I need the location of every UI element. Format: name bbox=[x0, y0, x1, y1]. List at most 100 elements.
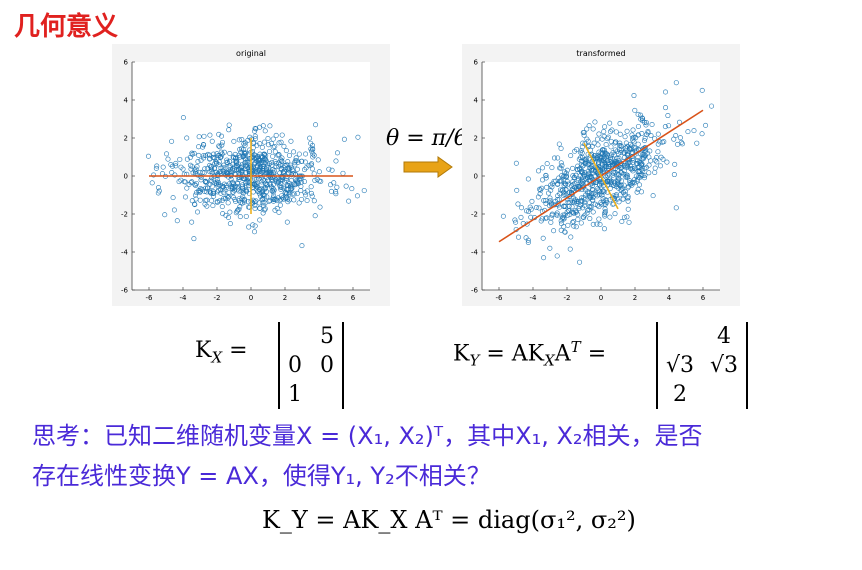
data-point bbox=[631, 93, 637, 99]
data-point bbox=[218, 168, 224, 174]
data-point bbox=[278, 186, 284, 192]
data-point bbox=[208, 190, 214, 196]
data-point bbox=[624, 214, 630, 220]
data-point bbox=[273, 132, 279, 138]
data-point bbox=[297, 177, 303, 183]
data-point bbox=[558, 145, 564, 151]
data-point bbox=[581, 129, 587, 135]
y-tick-label: 0 bbox=[124, 173, 128, 181]
data-point bbox=[569, 204, 575, 210]
data-point bbox=[216, 143, 222, 149]
data-point bbox=[643, 120, 649, 126]
data-point bbox=[655, 131, 661, 137]
data-point bbox=[619, 219, 625, 225]
data-point bbox=[500, 213, 506, 219]
data-point bbox=[310, 154, 316, 160]
data-point bbox=[307, 135, 313, 141]
data-point bbox=[308, 140, 314, 146]
transformed-chart: transformed -6 -4 -2 0 2 4 6 6 4 2 0 -2 -4 -6 bbox=[462, 44, 740, 306]
data-point bbox=[198, 177, 204, 183]
data-point bbox=[589, 187, 595, 193]
ky-matrix: 4 √3 √3 2 bbox=[656, 322, 749, 409]
data-point bbox=[573, 208, 579, 214]
rotation-label: θ = π/6 bbox=[386, 126, 468, 151]
data-point bbox=[549, 184, 555, 190]
data-point bbox=[261, 195, 267, 201]
data-point bbox=[642, 166, 648, 172]
data-point bbox=[204, 180, 210, 186]
data-point bbox=[577, 198, 583, 204]
data-point bbox=[334, 150, 340, 156]
data-point bbox=[592, 201, 598, 207]
data-point bbox=[564, 167, 570, 173]
data-point bbox=[200, 153, 206, 159]
data-point bbox=[165, 156, 171, 162]
data-point bbox=[291, 149, 297, 155]
data-point bbox=[571, 195, 577, 201]
data-point bbox=[195, 188, 201, 194]
data-point bbox=[631, 134, 637, 140]
data-point bbox=[171, 207, 177, 213]
data-point bbox=[196, 144, 202, 150]
data-point bbox=[233, 198, 239, 204]
data-point bbox=[173, 160, 179, 166]
data-point bbox=[600, 162, 606, 168]
data-point bbox=[308, 146, 314, 152]
data-point bbox=[562, 212, 568, 218]
data-point bbox=[577, 259, 583, 265]
data-point bbox=[579, 144, 585, 150]
data-point bbox=[270, 195, 276, 201]
data-point bbox=[209, 198, 215, 204]
data-point bbox=[232, 164, 238, 170]
data-point bbox=[227, 221, 233, 227]
data-point bbox=[304, 198, 310, 204]
data-point bbox=[333, 158, 339, 164]
data-point bbox=[213, 181, 219, 187]
data-point bbox=[241, 188, 247, 194]
data-point bbox=[580, 214, 586, 220]
data-point bbox=[229, 186, 235, 192]
data-point bbox=[262, 206, 268, 212]
data-point bbox=[211, 155, 217, 161]
data-point bbox=[595, 142, 601, 148]
data-point bbox=[601, 226, 607, 232]
data-point bbox=[626, 145, 632, 151]
data-point bbox=[229, 179, 235, 185]
data-point bbox=[155, 190, 161, 196]
data-point bbox=[302, 159, 308, 165]
data-point bbox=[291, 191, 297, 197]
data-point bbox=[614, 171, 620, 177]
data-point bbox=[555, 155, 561, 161]
data-point bbox=[673, 80, 679, 86]
data-point bbox=[260, 154, 266, 160]
data-point bbox=[201, 170, 207, 176]
data-point bbox=[559, 173, 565, 179]
data-point bbox=[317, 204, 323, 210]
data-point bbox=[343, 183, 349, 189]
data-point bbox=[646, 170, 652, 176]
data-point bbox=[587, 216, 593, 222]
data-point bbox=[547, 198, 553, 204]
data-point bbox=[616, 199, 622, 205]
data-point bbox=[599, 192, 605, 198]
data-point bbox=[310, 146, 316, 152]
data-point bbox=[544, 161, 550, 167]
data-point bbox=[257, 205, 263, 211]
data-point bbox=[583, 161, 589, 167]
chart-title: transformed bbox=[576, 49, 625, 58]
x-tick-label: -2 bbox=[564, 294, 571, 302]
data-point bbox=[145, 153, 151, 159]
data-point bbox=[541, 197, 547, 203]
data-point bbox=[261, 203, 267, 209]
data-point bbox=[597, 182, 603, 188]
data-point bbox=[596, 149, 602, 155]
data-point bbox=[569, 183, 575, 189]
data-point bbox=[587, 194, 593, 200]
data-point bbox=[585, 142, 591, 148]
data-point bbox=[243, 183, 249, 189]
x-tick-label: -4 bbox=[530, 294, 538, 302]
data-point bbox=[625, 206, 631, 212]
data-point bbox=[262, 200, 268, 206]
data-point bbox=[252, 177, 258, 183]
data-point bbox=[608, 181, 614, 187]
